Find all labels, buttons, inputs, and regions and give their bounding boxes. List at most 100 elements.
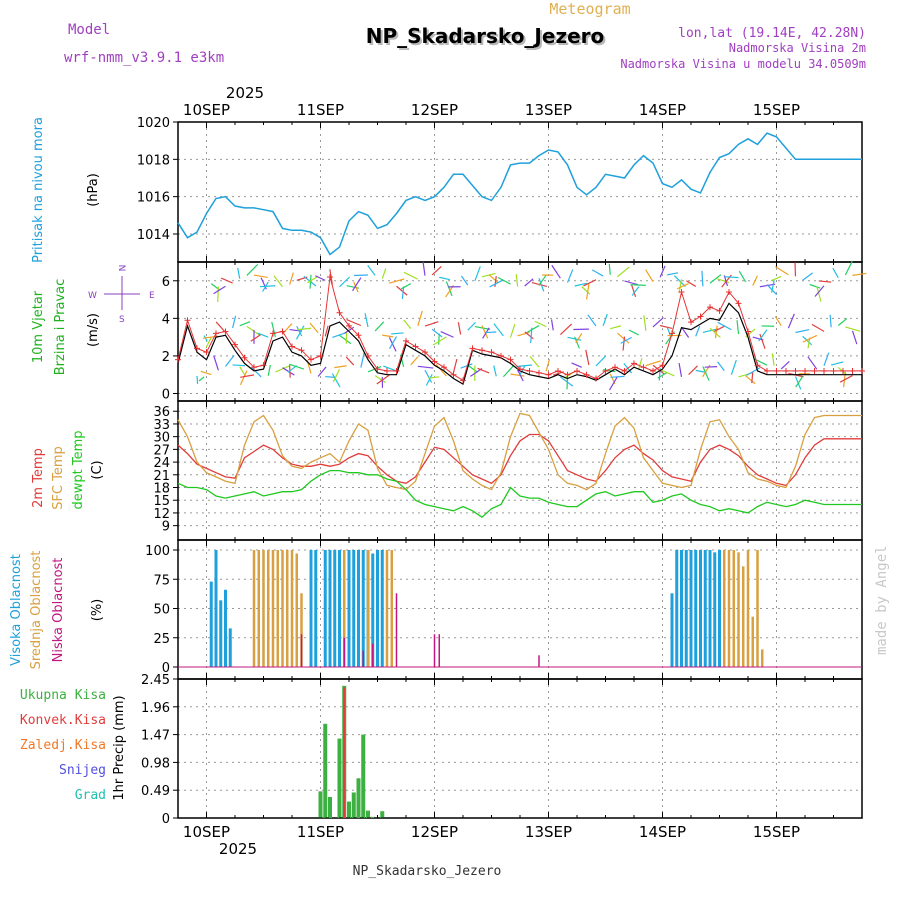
wind-direction-arrow [364,313,369,328]
wind-direction-arrow [324,325,329,337]
wind-direction-arrow [538,274,547,286]
wind-direction-arrow [403,319,412,329]
wind-direction-arrow [457,322,462,335]
precip-total-bar [361,734,366,818]
wind-title-2: Brzina i Pravac [53,279,68,376]
wind-direction-arrow [352,277,362,292]
wind-direction-arrow [438,333,440,345]
wind-direction-arrow [771,280,775,293]
top-time-labels: 10SEP 11SEP 12SEP 13SEP 14SEP 15SEP [183,101,800,119]
wind-direction-arrow [774,316,782,326]
wind-gust-marker [659,362,666,369]
wind-direction-arrow [239,366,246,377]
precip-total-bar [351,792,356,818]
wind-direction-arrow [432,336,447,346]
wind-direction-arrow [583,279,597,287]
legend-zaledj: Zaledj.Kisa [20,738,106,753]
bottom-date-label: 15SEP [753,823,800,841]
wind-direction-arrow [560,376,574,387]
wind-gust-marker [422,349,428,356]
wind-direction-arrow [538,278,545,292]
cloud-high-bar [209,581,213,667]
wind-direction-arrow [524,331,534,340]
cloud-mid-bar [343,550,346,667]
y-tick-label: 0 [162,661,170,676]
wind-gust-marker [298,347,305,354]
cloud-mid-bar [267,550,270,667]
cloud-high-bar [361,550,365,667]
wind-gust-marker [469,345,476,352]
wind-direction-arrow [315,275,326,281]
wind-gust-marker [222,328,229,335]
wind-direction-arrow [823,352,830,367]
wind-direction-arrow [602,313,608,327]
wind-direction-arrow [709,274,722,284]
wind-gust-marker [431,358,438,365]
cloud-mid-bar [281,550,284,667]
y-tick-label: 0 [162,812,170,827]
wind-direction-arrow [240,374,255,378]
wind-gust-marker [650,367,656,374]
wind-direction-arrow [213,285,226,295]
wind-direction-arrow [550,319,554,331]
cloud-high-bar [224,589,227,667]
compass-rose: N W E S [88,265,155,325]
wind-direction-arrow [752,275,758,286]
wind-direction-arrow [232,364,246,367]
wind-direction-arrow [832,267,839,279]
wind-direction-arrow [237,267,241,279]
cloud-low-bar [362,650,364,667]
wind-gust-marker [251,364,257,371]
wind-direction-arrow [620,336,632,344]
pressure-title: Pritisak na nivou mora [31,117,46,263]
wind-direction-arrow [816,286,822,302]
wind-gust-marker [821,367,827,374]
panel-frame [177,400,863,541]
cloud-low-bar [300,634,303,667]
wind-direction-arrow [428,376,440,379]
wind-gust-marker [270,330,276,337]
cloud-low-bar [372,643,374,667]
wind-direction-arrow [567,336,582,341]
wind-direction-arrow [591,269,604,277]
wind-direction-arrow [345,356,355,366]
wind-direction-arrow [643,315,647,331]
wind-direction-arrow [197,268,199,276]
wind-gust-marker [317,352,324,359]
cloud-mid-bar [300,593,303,667]
wind-direction-arrow [424,369,433,383]
wind-direction-arrow [203,335,208,342]
wind-direction-arrow [401,286,405,299]
y-tick-label: 21 [153,469,170,484]
height-label: Nadmorska Visina 2m [729,41,866,55]
y-tick-label: 18 [153,482,170,497]
wind-gust-marker [279,328,286,335]
cloud-high-bar [699,550,702,667]
wind-direction-arrow [460,363,473,369]
wind-direction-arrow [658,367,661,381]
y-tick-label: 1020 [137,116,170,131]
wind-direction-arrow [213,355,219,371]
wind-direction-arrow [717,321,732,331]
wind-direction-arrow [440,330,454,338]
footer-station: NP_Skadarsko_Jezero [353,864,502,879]
wind-direction-arrow [339,334,352,345]
wind-direction-arrow [802,272,814,281]
wind-gust-marker [726,289,732,296]
dewpt-line [177,469,862,519]
wind-gust-marker [403,337,409,344]
wind-direction-arrow [339,276,350,288]
wind-direction-arrow [259,285,276,288]
wind-direction-arrow [771,353,775,366]
wind-direction-arrow [571,362,582,368]
t2m-title: 2m Temp [31,448,46,508]
wind-direction-arrow [678,362,683,377]
wind-gust-marker [460,377,466,384]
cloud-mid-bar [276,550,279,667]
wind-gust-marker [374,366,381,373]
cloud-high-bar [228,628,232,667]
cloud-high-bar [376,550,379,667]
wind-gust-marker [859,367,865,374]
sfc-temp-line [177,412,862,491]
wind-direction-arrow [184,268,190,275]
